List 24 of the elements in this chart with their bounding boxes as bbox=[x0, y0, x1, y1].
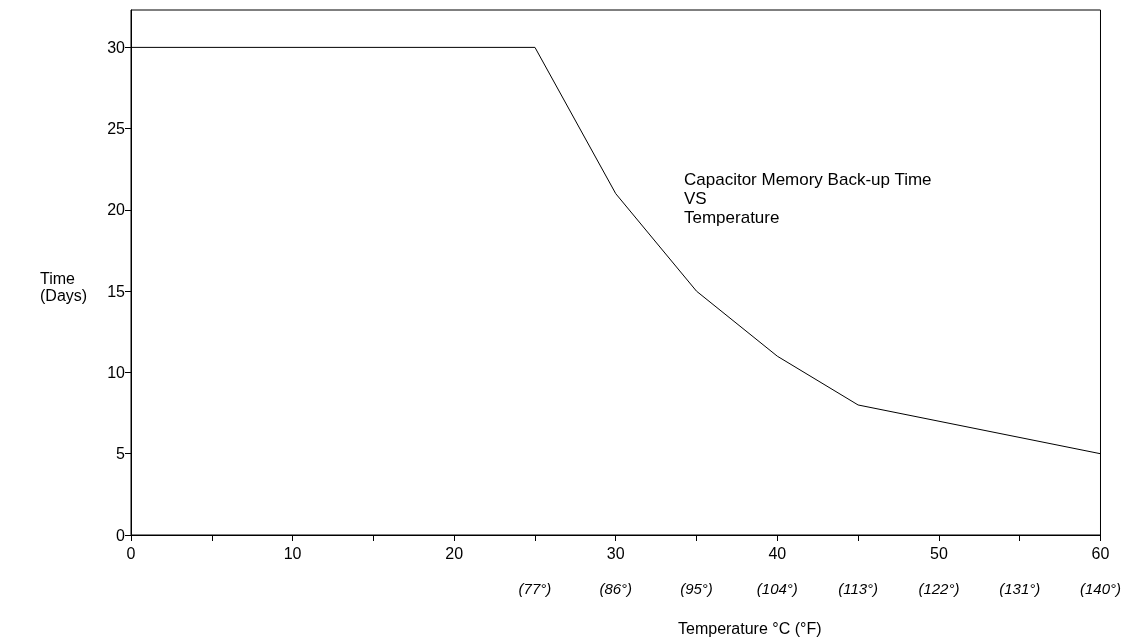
x2-tick-label: (104°) bbox=[756, 580, 798, 597]
x2-tick-label: (113°) bbox=[838, 580, 879, 597]
annotation: Capacitor Memory Back-up Time VS Temperature bbox=[684, 170, 932, 227]
x-tick-label: 60 bbox=[1091, 544, 1110, 562]
x-tick-label: 20 bbox=[445, 544, 464, 562]
x2-tick-label: (140°) bbox=[1079, 580, 1121, 597]
y-tick-label: 20 bbox=[107, 201, 126, 219]
x2-tick-label: (77°) bbox=[518, 580, 552, 597]
x-tick-label: 40 bbox=[768, 544, 787, 562]
x-tick-label: 30 bbox=[606, 544, 625, 562]
y-tick-label: 0 bbox=[116, 526, 126, 544]
x-tick-label: 50 bbox=[930, 544, 948, 562]
x2-tick-label: (95°) bbox=[680, 580, 713, 597]
x2-tick-label: (122°) bbox=[918, 580, 960, 597]
y-tick-label: 5 bbox=[116, 445, 126, 463]
x-tick-label: 10 bbox=[283, 544, 302, 562]
y-tick-label: 10 bbox=[107, 363, 126, 381]
y-axis-title: Time (Days) bbox=[40, 270, 88, 304]
x2-tick-label: (86°) bbox=[599, 580, 633, 597]
y-tick-label: 30 bbox=[107, 38, 126, 56]
x2-tick-label: (131°) bbox=[999, 580, 1041, 597]
y-tick-label: 15 bbox=[107, 282, 126, 300]
x-axis-title: Temperature °C (°F) bbox=[678, 619, 822, 637]
y-tick-label: 25 bbox=[107, 120, 126, 138]
